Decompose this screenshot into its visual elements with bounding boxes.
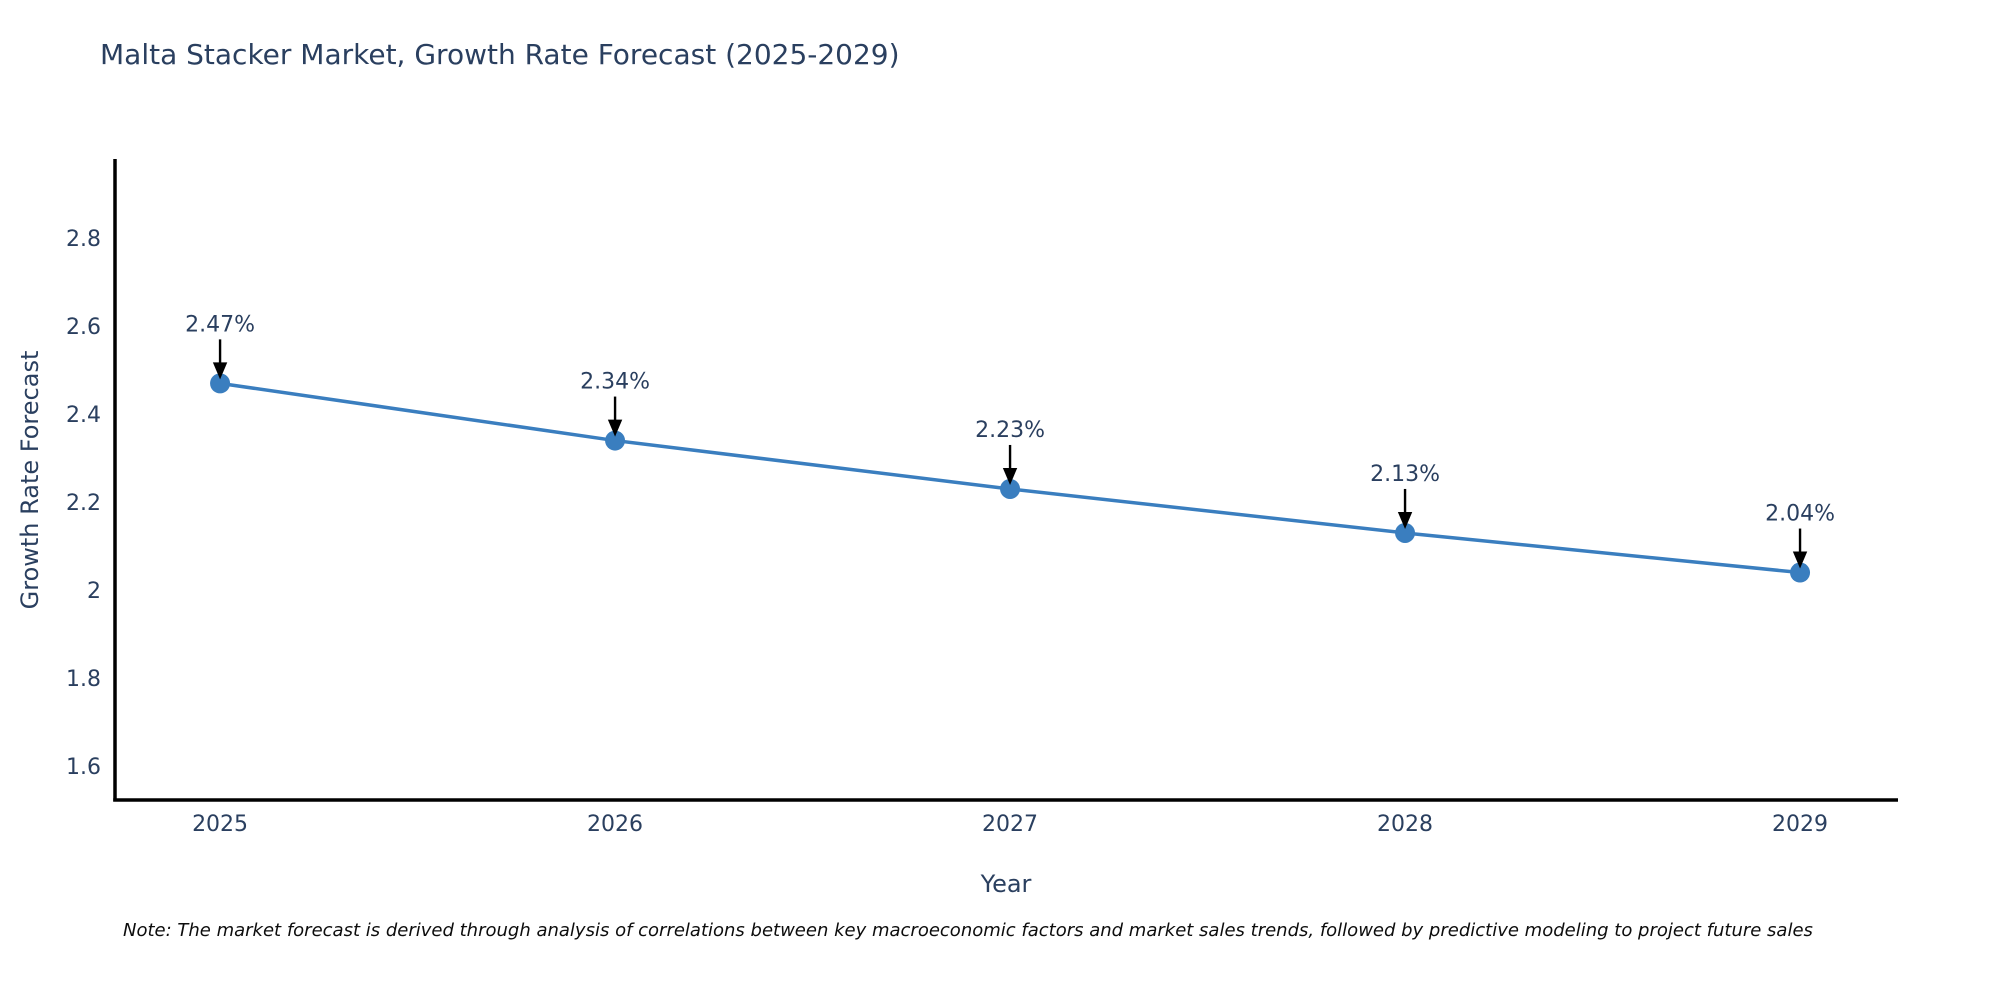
data-point-marker [1395,522,1416,543]
point-annotation: 2.34% [580,370,650,437]
annotation-arrowhead-icon [1397,511,1413,529]
annotation-arrowhead-icon [1792,551,1808,569]
x-tick-label: 2028 [1377,812,1433,837]
data-point-marker [1000,478,1021,499]
data-point-marker [1790,562,1811,583]
data-point-marker [605,430,626,451]
y-axis-title: Growth Rate Forecast [16,350,44,610]
y-tick-label: 2.8 [66,227,101,252]
line-series [210,373,1811,583]
y-tick-label: 2.2 [66,491,101,516]
point-annotation: 2.13% [1370,462,1440,529]
point-annotations: 2.47% 2.34% 2.23% 2.13% 2.04% [185,312,1835,569]
x-axis-tick-labels: 2025 2026 2027 2028 2029 [192,812,1828,837]
point-annotation: 2.47% [185,312,255,380]
point-annotation: 2.23% [975,418,1045,485]
chart-title: Malta Stacker Market, Growth Rate Foreca… [100,38,900,71]
x-tick-label: 2027 [982,812,1038,837]
point-value-label: 2.23% [975,418,1045,443]
annotation-arrowhead-icon [607,419,623,437]
point-value-label: 2.04% [1765,502,1835,527]
y-tick-label: 2 [87,579,101,604]
y-tick-label: 2.4 [66,403,101,428]
point-annotation: 2.04% [1765,502,1835,569]
x-tick-label: 2029 [1772,812,1828,837]
y-axis-tick-labels: 1.6 1.8 2 2.2 2.4 2.6 2.8 [66,227,101,780]
x-tick-label: 2025 [192,812,248,837]
point-value-label: 2.34% [580,370,650,395]
point-value-label: 2.47% [185,312,255,337]
point-value-label: 2.13% [1370,462,1440,487]
y-tick-label: 1.8 [66,667,101,692]
annotation-arrowhead-icon [212,362,228,380]
y-tick-label: 2.6 [66,315,101,340]
footnote-text: Note: The market forecast is derived thr… [123,920,1813,941]
y-tick-label: 1.6 [66,755,101,780]
x-axis-title: Year [980,870,1032,898]
annotation-arrowhead-icon [1002,467,1018,485]
axes-layer [113,159,1898,802]
data-point-marker [210,373,231,394]
x-tick-label: 2026 [587,812,643,837]
